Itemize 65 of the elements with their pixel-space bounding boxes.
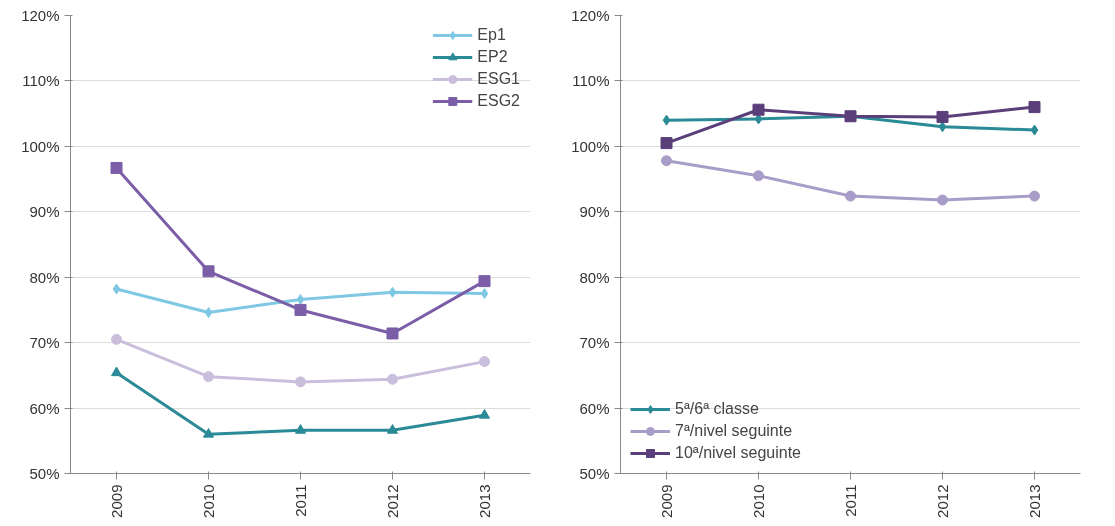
x-tick-label: 2013	[475, 484, 493, 518]
x-tick-label: 2011	[841, 484, 859, 517]
y-tick-label: 100%	[571, 137, 610, 155]
y-tick-label: 90%	[579, 203, 610, 221]
point	[661, 155, 672, 167]
y-tick-label: 70%	[29, 334, 60, 352]
x-tick-label: 2011	[291, 484, 309, 517]
x-tick-label: 2009	[657, 484, 675, 518]
y-tick-label: 110%	[22, 72, 60, 90]
y-tick-label: 110%	[572, 72, 610, 90]
legend-label: Ep1	[477, 26, 506, 44]
x-tick-label: 2010	[749, 484, 767, 518]
point	[203, 371, 214, 383]
point	[936, 110, 949, 123]
point	[938, 121, 947, 133]
point	[296, 293, 305, 305]
point	[752, 103, 765, 116]
point	[203, 427, 214, 438]
point	[111, 333, 122, 345]
y-tick-label: 60%	[29, 399, 60, 417]
point	[204, 307, 213, 319]
point	[387, 373, 398, 385]
point	[1030, 124, 1039, 136]
point	[294, 303, 307, 316]
legend-label: 5ª/6ª classe	[675, 400, 759, 418]
point	[295, 424, 306, 434]
legend-label: ESG1	[477, 70, 520, 88]
x-tick-label: 2012	[383, 484, 401, 518]
x-tick-label: 2012	[933, 484, 951, 518]
y-tick-label: 80%	[579, 268, 610, 286]
y-tick-label: 120%	[21, 7, 60, 24]
point	[110, 161, 123, 174]
point	[479, 409, 490, 419]
point	[1028, 101, 1041, 114]
point	[386, 327, 399, 340]
y-tick-label: 60%	[579, 399, 610, 417]
x-tick-label: 2010	[199, 484, 217, 518]
y-tick-label: 120%	[571, 7, 610, 24]
point	[388, 286, 397, 298]
point	[662, 114, 671, 126]
y-tick-label: 50%	[579, 465, 610, 482]
legend-label: 10ª/nivel seguinte	[675, 444, 802, 462]
point	[660, 137, 673, 150]
point	[478, 275, 491, 288]
point	[1029, 190, 1040, 202]
y-tick-label: 70%	[579, 334, 610, 352]
point	[937, 194, 948, 206]
point	[753, 170, 764, 182]
point	[479, 356, 490, 368]
point	[111, 366, 122, 377]
legend-label: ESG2	[477, 92, 520, 110]
point	[845, 190, 856, 202]
point	[387, 424, 398, 434]
legend-label: EP2	[477, 48, 508, 66]
y-tick-label: 90%	[29, 203, 60, 221]
y-tick-label: 50%	[29, 465, 60, 482]
point	[112, 283, 121, 295]
point	[480, 288, 489, 300]
legend-label: 7ª/nivel seguinte	[675, 422, 793, 440]
x-tick-label: 2013	[1025, 484, 1043, 518]
x-tick-label: 2009	[107, 484, 125, 518]
point	[202, 265, 215, 278]
point	[295, 376, 306, 388]
y-tick-label: 100%	[21, 137, 60, 155]
y-tick-label: 80%	[29, 268, 60, 286]
